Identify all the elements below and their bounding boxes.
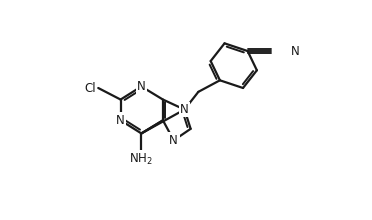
- Text: Cl: Cl: [84, 81, 96, 95]
- Text: NH$_2$: NH$_2$: [129, 152, 153, 167]
- Text: N: N: [116, 114, 125, 127]
- Text: N: N: [180, 103, 189, 116]
- Text: N: N: [137, 80, 146, 93]
- Text: N: N: [169, 134, 178, 147]
- Text: N: N: [291, 44, 299, 58]
